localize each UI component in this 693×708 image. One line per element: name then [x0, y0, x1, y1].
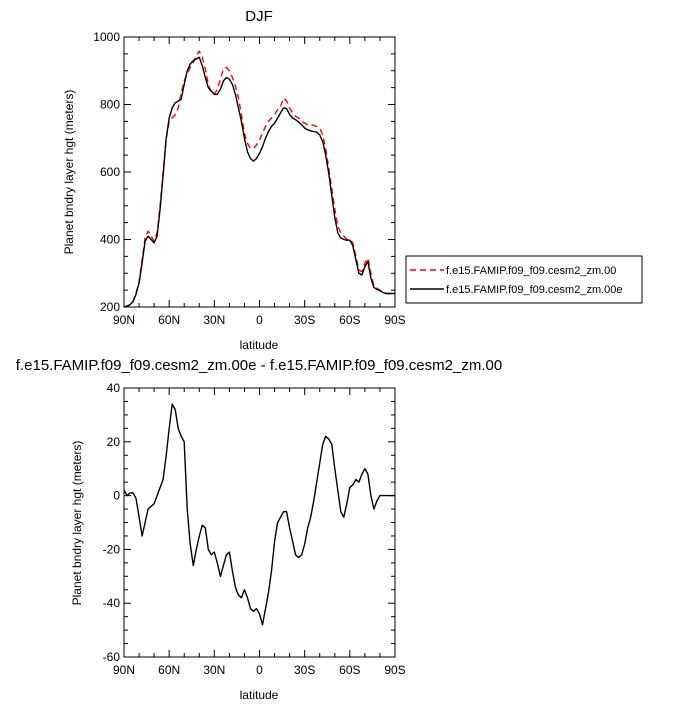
bottom-x-tick-label: 30S [294, 663, 315, 677]
top-y-axis-label: Planet bndry layer hgt (meters) [62, 90, 76, 255]
bottom-x-axis-label: latitude [240, 688, 279, 702]
bottom-x-tick-label: 60N [158, 663, 180, 677]
top-x-tick-label: 90N [113, 313, 135, 327]
bottom-chart: f.e15.FAMIP.f09_f09.cesm2_zm.00e - f.e15… [16, 357, 502, 702]
top-y-tick-label: 200 [100, 300, 120, 314]
bottom-plot-frame [123, 387, 396, 658]
bottom-y-axis-label: Planet bndry layer hgt (meters) [70, 441, 84, 606]
bottom-chart-title: f.e15.FAMIP.f09_f09.cesm2_zm.00e - f.e15… [16, 357, 502, 374]
top-chart: DJF Planet bndry layer hgt (meters) lati… [62, 8, 643, 352]
legend: f.e15.FAMIP.f09_f09.cesm2_zm.00 f.e15.FA… [405, 255, 643, 304]
top-chart-title: DJF [245, 8, 273, 25]
bottom-y-tick-label: 20 [107, 435, 121, 449]
bottom-x-tick-label: 90S [384, 663, 405, 677]
bottom-x-tick-label: 60S [339, 663, 360, 677]
bottom-y-tick-label: -40 [103, 596, 121, 610]
bottom-x-tick-label: 30N [203, 663, 225, 677]
top-x-tick-label: 60N [158, 313, 180, 327]
top-x-axis-label: latitude [240, 338, 279, 352]
top-plot-frame [123, 36, 396, 308]
bottom-y-tick-label: 40 [107, 381, 121, 395]
top-y-tick-label: 600 [100, 165, 120, 179]
bottom-y-tick-label: -60 [103, 650, 121, 664]
bottom-plot-area: -60 -40 -20 0 20 40 90N 60N 30N 0 30S 60S 90S [103, 381, 406, 677]
bottom-x-tick-label: 0 [256, 663, 263, 677]
bottom-series-line-0 [123, 403, 395, 626]
top-y-tick-label: 400 [100, 233, 120, 247]
legend-label-00e: f.e15.FAMIP.f09_f09.cesm2_zm.00e [446, 284, 623, 296]
top-x-tick-label: 60S [339, 313, 360, 327]
bottom-x-tick-label: 90N [113, 663, 135, 677]
top-series-line-0 [123, 50, 395, 308]
bottom-y-tick-label: 0 [113, 489, 120, 503]
top-x-tick-label: 0 [256, 313, 263, 327]
top-y-tick-label: 1000 [93, 30, 120, 44]
legend-box [405, 255, 643, 304]
top-plot-area: 200 400 600 800 1000 90N 60N 30N 0 30S 60S 90S [93, 30, 405, 327]
top-y-tick-label: 800 [100, 98, 120, 112]
legend-label-00: f.e15.FAMIP.f09_f09.cesm2_zm.00 [446, 265, 616, 277]
top-x-tick-label: 90S [384, 313, 405, 327]
top-series-line-1 [123, 56, 395, 308]
top-x-tick-label: 30S [294, 313, 315, 327]
bottom-y-tick-label: -20 [103, 542, 121, 556]
top-x-tick-label: 30N [203, 313, 225, 327]
